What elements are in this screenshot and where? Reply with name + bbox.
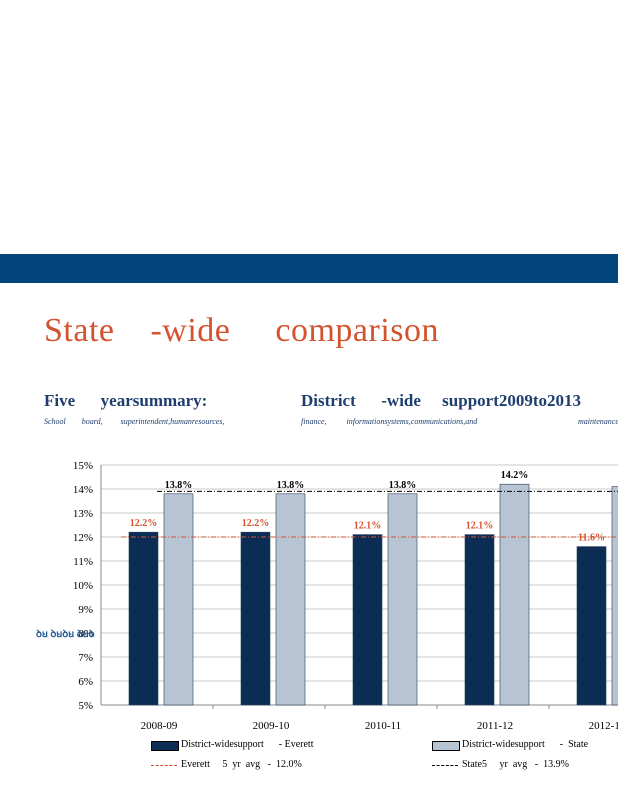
bar-everett — [128, 531, 159, 706]
y-tick-label: 8% — [78, 628, 93, 640]
legend-state-avg: State5 yr avg - 13.9% — [462, 759, 569, 770]
data-label: 12.2% — [130, 518, 158, 529]
y-tick-label: 5% — [78, 700, 93, 712]
legend-swatch-everett — [151, 741, 179, 751]
bar-state — [611, 486, 618, 706]
data-label: 13.8% — [165, 480, 193, 491]
y-tick-label: 13% — [73, 508, 93, 520]
data-label: 11.6% — [578, 533, 605, 544]
y-tick-label: 12% — [73, 532, 93, 544]
legend-swatch-state-avg — [432, 765, 458, 766]
x-tick-label: 2008-09 — [141, 720, 178, 732]
x-axis-ticks: 2008-09 2009-10 2010-11 2011-12 2012-13 — [141, 705, 618, 732]
bar-state — [163, 493, 194, 706]
subtitle-note-right: maintenance — [578, 417, 618, 426]
data-label: 13.8% — [389, 480, 417, 491]
bar-everett — [576, 546, 607, 706]
y-tick-label: 10% — [73, 580, 93, 592]
y-tick-label: 14% — [73, 484, 93, 496]
reference-lines — [121, 490, 618, 538]
data-label: 12.1% — [466, 521, 494, 532]
x-tick-label: 2009-10 — [253, 720, 290, 732]
side-note: ꝺꞟ ꝺꞟꝺꞟ ꝺꞟꝺ — [36, 629, 95, 640]
data-labels: 12.2% 13.8% 12.2% 13.8% 12.1% 13.8% 12.1% 14.2%… — [130, 470, 605, 544]
data-label: 13.8% — [277, 480, 305, 491]
bar-state — [499, 483, 530, 706]
subtitle-note-left: School board, superintendent,humanresour… — [44, 417, 225, 426]
district-support-subtitle: District -wide support2009to2013 — [301, 391, 582, 410]
bar-everett — [240, 531, 271, 706]
bar-state — [275, 493, 306, 706]
legend-everett-avg: Everett 5 yr avg - 12.0% — [181, 759, 302, 770]
x-tick-label: 2010-11 — [365, 720, 401, 732]
x-tick-label: 2011-12 — [477, 720, 513, 732]
subtitle-note-mid: finance, informationsystems,communicatio… — [301, 417, 478, 426]
header-band — [0, 254, 618, 283]
bar-state — [387, 493, 418, 706]
legend-state: District-widesupport - State — [462, 739, 589, 750]
y-tick-label: 7% — [78, 652, 93, 664]
bars — [128, 483, 618, 706]
y-tick-label: 6% — [78, 676, 93, 688]
data-label: 12.2% — [242, 518, 270, 529]
bar-everett — [352, 534, 383, 706]
data-label: 14.2% — [501, 470, 529, 481]
bar-everett — [464, 534, 495, 706]
legend-swatch-everett-avg — [151, 765, 177, 766]
x-tick-label: 2012-13 — [589, 720, 618, 732]
y-tick-label: 11% — [73, 556, 93, 568]
data-label: 12.1% — [354, 521, 382, 532]
y-axis-ticks: 5% 6% 7% 8% 9% 10% 11% 12% 13% 14% 15% — [73, 460, 93, 712]
y-tick-label: 15% — [73, 460, 93, 472]
page-title: State -wide comparison — [44, 312, 440, 349]
bar-chart: 5%6%7%8%9%10%11%12%13%14%15% 12.2%13.8%1… — [73, 460, 618, 732]
summary-subtitle: Five yearsummary: — [44, 391, 208, 410]
legend-everett: District-widesupport - Everett — [181, 739, 314, 750]
y-tick-label: 9% — [78, 604, 93, 616]
legend-swatch-state — [432, 741, 460, 751]
